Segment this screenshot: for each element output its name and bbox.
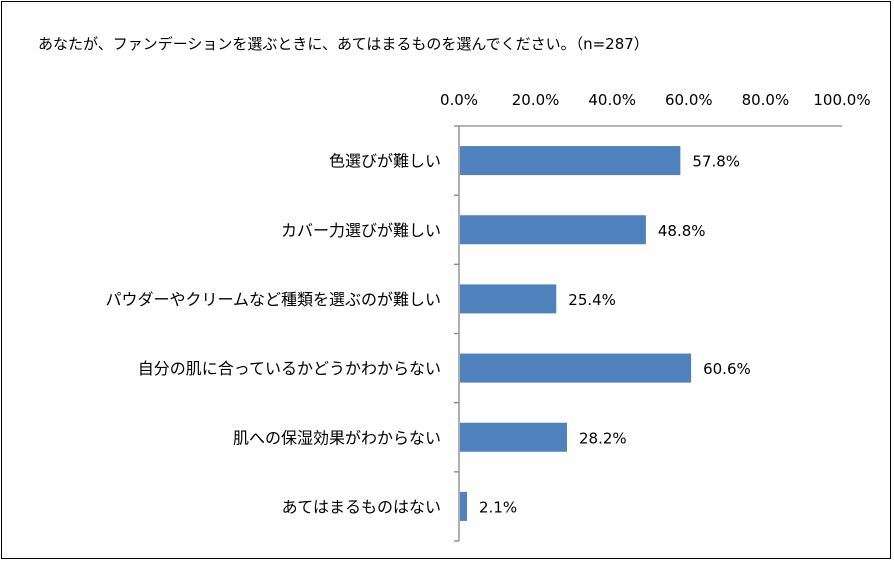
bar — [460, 146, 681, 176]
chart-title: あなたが、ファンデーションを選ぶときに、あてはまるものを選んでください。（n=2… — [38, 35, 649, 53]
x-tick-label: 40.0% — [588, 91, 636, 109]
category-label: パウダーやクリームなど種類を選ぶのが難しい — [105, 290, 441, 309]
x-tick-label: 80.0% — [742, 91, 790, 109]
data-label: 57.8% — [692, 153, 740, 171]
category-label: 肌への保湿効果がわからない — [233, 428, 441, 447]
category-label: 色選びが難しい — [329, 152, 441, 171]
bar — [460, 215, 646, 245]
category-label: カバー力選びが難しい — [281, 221, 441, 240]
data-label: 25.4% — [568, 291, 616, 309]
x-tick-label: 100.0% — [813, 91, 870, 109]
bar — [460, 491, 468, 521]
bar — [460, 422, 568, 452]
category-label: 自分の肌に合っているかどうかわからない — [138, 359, 441, 378]
data-label: 2.1% — [479, 498, 517, 516]
data-label: 48.8% — [658, 222, 706, 240]
x-tick-label: 60.0% — [665, 91, 713, 109]
bar — [460, 353, 692, 383]
category-label: あてはまるものはない — [282, 497, 441, 516]
x-tick-label: 0.0% — [440, 91, 478, 109]
data-label: 28.2% — [579, 429, 627, 447]
data-label: 60.6% — [703, 360, 751, 378]
bar — [460, 284, 557, 314]
x-tick-label: 20.0% — [512, 91, 560, 109]
